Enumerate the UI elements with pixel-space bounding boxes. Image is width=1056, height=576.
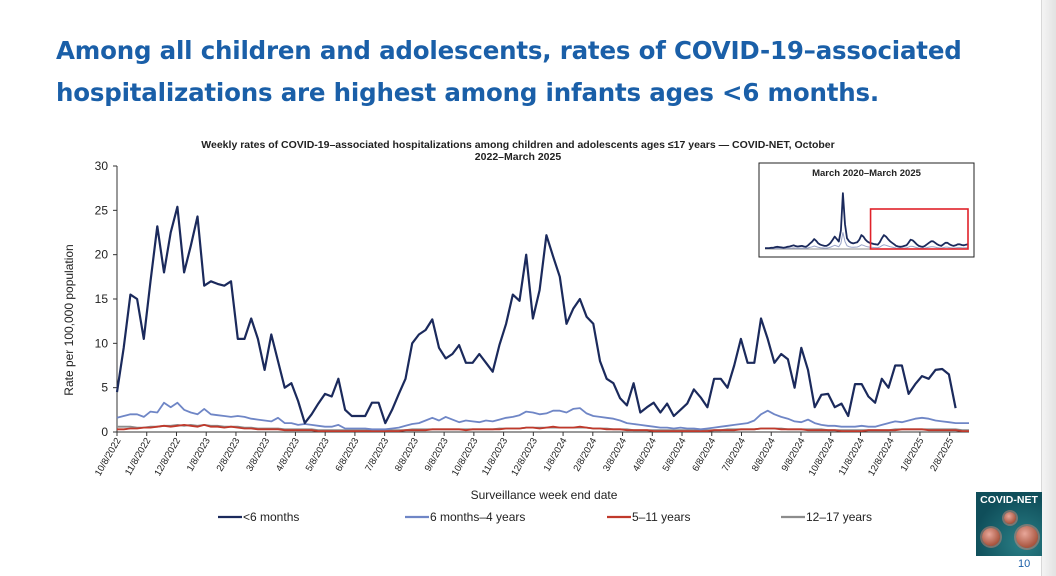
x-tick-label: 11/8/2024: [837, 436, 867, 477]
chart-title-line-2: 2022–March 2025: [475, 151, 562, 163]
x-tick-label: 10/8/2022: [93, 436, 124, 478]
x-tick-label: 7/8/2023: [363, 436, 391, 474]
vertical-scrollbar[interactable]: [1041, 0, 1056, 576]
x-tick-label: 10/8/2024: [807, 436, 838, 478]
page-number: 10: [1018, 558, 1031, 570]
x-tick-label: 12/8/2022: [152, 436, 183, 478]
virus-icon: [1016, 526, 1038, 548]
legend-label: 6 months–4 years: [430, 510, 525, 524]
y-tick-label: 20: [95, 248, 109, 262]
x-tick-label: 7/8/2024: [720, 436, 748, 474]
x-tick-label: 1/8/2025: [899, 436, 927, 474]
y-tick-label: 25: [95, 203, 109, 217]
x-tick-label: 4/8/2024: [631, 436, 659, 474]
x-tick-label: 6/8/2024: [690, 436, 718, 474]
logo-text: COVID-NET: [980, 494, 1038, 506]
y-tick-label: 15: [95, 292, 109, 306]
x-tick-label: 5/8/2023: [304, 436, 332, 474]
x-tick-label: 2/8/2023: [215, 436, 243, 474]
x-tick-label: 12/8/2024: [866, 436, 897, 478]
y-tick-label: 0: [101, 425, 108, 439]
series-line-5-11-years: [117, 423, 969, 433]
inset-highlight-box: [869, 208, 969, 250]
y-axis-label: Rate per 100,000 population: [62, 244, 76, 395]
x-tick-label: 6/8/2023: [333, 436, 361, 474]
x-tick-label: 1/8/2024: [542, 436, 570, 474]
x-tick-label: 1/8/2023: [185, 436, 213, 474]
x-tick-label: 2/8/2025: [928, 436, 956, 474]
inset-line: [765, 192, 969, 250]
x-tick-label: 2/8/2024: [571, 436, 599, 474]
covid-net-logo: COVID-NET: [976, 492, 1042, 556]
x-tick-label: 9/8/2023: [423, 436, 451, 474]
legend-label: 12–17 years: [806, 510, 872, 524]
x-tick-label: 3/8/2024: [601, 436, 629, 474]
virus-icon: [1004, 512, 1016, 524]
slide-title-line-2: hospitalizations are highest among infan…: [56, 78, 879, 107]
inset-title: March 2020–March 2025: [812, 168, 922, 179]
x-tick-label: 8/8/2024: [750, 436, 778, 474]
x-tick-label: 11/8/2023: [480, 436, 510, 477]
legend-label: <6 months: [243, 510, 299, 524]
y-tick-label: 30: [95, 159, 109, 173]
x-tick-label: 9/8/2024: [780, 436, 808, 474]
y-tick-label: 5: [101, 381, 108, 395]
inset-secondary-line: [765, 232, 969, 249]
virus-icon: [982, 528, 1000, 546]
x-tick-label: 5/8/2024: [661, 436, 689, 474]
x-tick-label: 11/8/2022: [123, 436, 153, 477]
series-line-6-months-4-years: [116, 401, 969, 431]
x-axis-label: Surveillance week end date: [471, 488, 618, 502]
chart-title-line-1: Weekly rates of COVID-19–associated hosp…: [201, 139, 834, 151]
x-tick-label: 3/8/2023: [244, 436, 272, 474]
slide-title: Among all children and adolescents, rate…: [56, 30, 986, 114]
slide-title-line-1: Among all children and adolescents, rate…: [56, 36, 962, 65]
series-line-under-6-months: [115, 205, 957, 425]
x-tick-label: 8/8/2023: [393, 436, 421, 474]
legend-label: 5–11 years: [632, 510, 690, 524]
y-tick-label: 10: [95, 336, 109, 350]
x-tick-label: 4/8/2023: [274, 436, 302, 474]
x-tick-label: 12/8/2023: [509, 436, 540, 478]
x-tick-label: 10/8/2023: [450, 436, 481, 478]
